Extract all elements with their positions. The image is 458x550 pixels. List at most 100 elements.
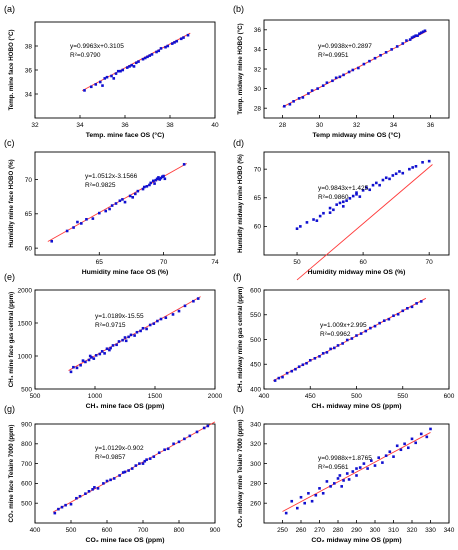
y-axis-label: Humidity midway mine HOBO (%) — [237, 154, 244, 253]
data-point — [322, 211, 325, 215]
data-point — [79, 363, 82, 367]
data-point — [336, 477, 340, 480]
data-point — [125, 66, 129, 69]
data-point — [93, 486, 96, 489]
data-point — [114, 72, 118, 75]
data-point — [328, 206, 332, 210]
data-point — [299, 225, 302, 228]
data-point — [283, 104, 286, 108]
data-point — [81, 359, 85, 362]
plot-frame — [34, 151, 216, 256]
data-point — [290, 499, 294, 503]
data-point — [318, 214, 322, 218]
data-point — [127, 469, 130, 472]
data-point — [128, 194, 132, 198]
data-point — [152, 322, 156, 325]
data-point — [408, 38, 412, 41]
data-point — [121, 338, 124, 342]
data-point — [166, 447, 170, 451]
data-point — [69, 370, 73, 374]
data-point — [351, 470, 355, 473]
data-point — [148, 54, 152, 57]
data-point — [88, 354, 92, 358]
data-point — [341, 342, 344, 345]
data-point — [195, 430, 199, 434]
data-point — [94, 83, 98, 86]
data-point — [177, 440, 181, 444]
x-tick-label: 70 — [160, 259, 168, 266]
data-point — [65, 229, 69, 233]
data-point — [273, 379, 277, 382]
data-point — [119, 69, 122, 73]
data-point — [172, 442, 175, 446]
data-point — [151, 179, 155, 183]
data-point — [104, 209, 108, 213]
data-point — [141, 462, 145, 465]
y-tick-label: 320 — [250, 441, 261, 448]
fit-equation: y=0.9938x+0.2897 — [318, 43, 372, 50]
data-point — [148, 323, 152, 327]
data-point — [136, 189, 140, 193]
plot-frame — [263, 19, 450, 119]
data-point — [87, 358, 91, 362]
data-point — [295, 227, 299, 230]
data-point — [143, 56, 147, 60]
x-tick-label: 900 — [210, 527, 221, 534]
x-tick-label: 320 — [407, 527, 418, 534]
data-point — [316, 87, 319, 90]
data-point — [152, 455, 156, 458]
x-tick-label: 500 — [66, 527, 77, 534]
data-point — [412, 35, 416, 38]
x-tick-label: 270 — [314, 527, 325, 534]
r-squared: R²=0.9825 — [85, 182, 116, 189]
panel-label: (h) — [233, 404, 244, 414]
r-squared: R²=0.9561 — [318, 464, 349, 471]
data-point — [202, 426, 206, 430]
data-point — [338, 474, 342, 477]
data-point — [388, 177, 391, 181]
data-point — [307, 92, 310, 95]
x-tick-label: 65 — [96, 259, 104, 266]
panel-label: (g) — [4, 404, 15, 414]
data-point — [281, 375, 284, 379]
x-tick-label: 38 — [166, 122, 174, 129]
data-point — [102, 482, 105, 485]
data-point — [143, 459, 147, 463]
data-point — [325, 351, 329, 354]
x-axis-label: Temp. mine face OS (°C) — [86, 131, 165, 139]
y-tick-label: 450 — [250, 362, 261, 369]
data-point — [157, 49, 161, 53]
data-point — [97, 211, 101, 215]
y-axis-label: CO₂ midway mine Telaire 7000 (ppm) — [237, 419, 244, 527]
y-tick-label: 300 — [250, 461, 261, 468]
data-point — [84, 360, 87, 364]
data-point — [121, 68, 125, 72]
data-point — [396, 312, 400, 316]
data-point — [183, 437, 186, 441]
data-point — [141, 187, 145, 191]
data-point — [329, 485, 332, 488]
panel-label: (d) — [233, 138, 244, 148]
data-point — [141, 326, 145, 330]
data-point — [72, 365, 75, 369]
data-point — [421, 161, 424, 164]
data-point — [132, 65, 136, 68]
data-point — [98, 352, 102, 356]
data-point — [196, 297, 200, 300]
data-point — [378, 321, 381, 325]
data-point — [206, 424, 210, 428]
fit-equation: y=1.0512x-3.1566 — [85, 173, 138, 180]
data-point — [301, 96, 305, 99]
data-point — [173, 41, 176, 44]
data-point — [395, 45, 399, 48]
data-point — [166, 44, 170, 48]
data-point — [111, 344, 115, 347]
data-point — [292, 100, 295, 103]
data-point — [98, 80, 102, 84]
data-point — [133, 334, 136, 337]
data-point — [338, 75, 342, 79]
data-point — [79, 222, 83, 225]
data-point — [103, 77, 107, 80]
y-tick-label: 70 — [254, 166, 262, 173]
data-point — [288, 102, 292, 106]
